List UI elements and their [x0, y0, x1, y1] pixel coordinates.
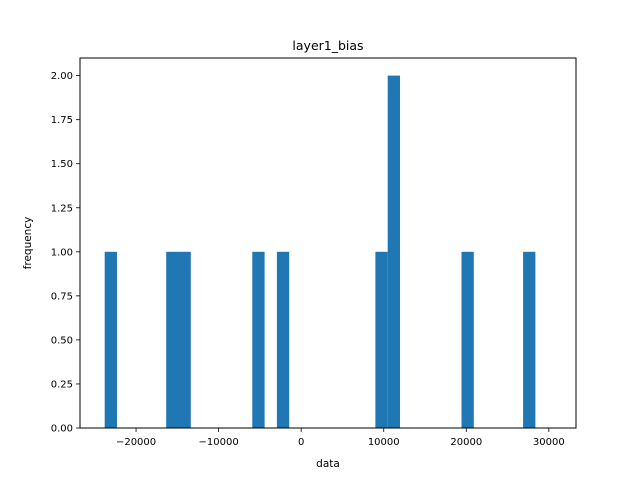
x-tick-label: 0 [298, 437, 304, 448]
x-tick-label: 30000 [533, 437, 565, 448]
y-tick-label: 0.75 [51, 291, 73, 302]
x-tick-label: 20000 [450, 437, 482, 448]
x-axis-label: data [316, 458, 340, 470]
histogram-bar [387, 75, 400, 428]
histogram-bar [166, 251, 179, 428]
x-tick-label: −10000 [199, 437, 239, 448]
histogram-bar [178, 251, 191, 428]
histogram-bar [523, 251, 536, 428]
y-tick-label: 0.00 [51, 424, 73, 435]
bars-group [104, 75, 536, 428]
y-tick-label: 0.50 [51, 335, 73, 346]
y-axis-label: frequency [22, 217, 34, 270]
y-tick-label: 2.00 [51, 71, 73, 82]
histogram-bar [276, 251, 290, 428]
y-tick-label: 1.50 [51, 159, 73, 170]
y-tick-label: 1.00 [51, 247, 73, 258]
histogram-bar [461, 251, 474, 428]
y-ticks-group: 0.00 0.25 0.50 0.75 1.00 1.25 1.50 1.75 2.00 [51, 71, 80, 435]
histogram-bar [252, 251, 265, 428]
histogram-bar [104, 251, 117, 428]
y-tick-label: 1.75 [51, 115, 73, 126]
x-tick-label: 10000 [368, 437, 400, 448]
plot-frame [79, 57, 577, 429]
x-ticks-group: −20000 −10000 0 10000 20000 30000 [116, 428, 565, 448]
chart-title: layer1_bias [292, 38, 363, 53]
y-tick-label: 0.25 [51, 379, 73, 390]
y-tick-label: 1.25 [51, 203, 73, 214]
x-tick-label: −20000 [116, 437, 156, 448]
histogram-bar [375, 251, 388, 428]
